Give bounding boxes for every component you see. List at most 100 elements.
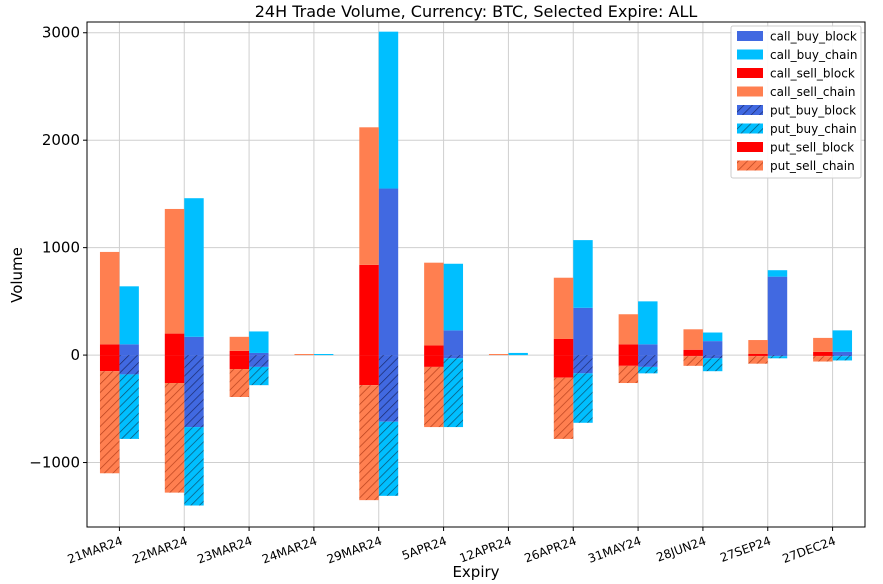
bar-call-buy-chain (767, 270, 788, 277)
bar-put-buy-block (378, 355, 399, 422)
bar-call-sell-chain (683, 329, 703, 350)
bar-put-buy-chain (443, 358, 464, 428)
x-tick-label: 22MAR24 (130, 534, 189, 567)
bar-call-buy-block (119, 344, 139, 356)
bar-put-buy-chain (184, 427, 204, 506)
bar-put-buy-chain (702, 358, 723, 372)
bar-call-sell-chain (164, 208, 185, 334)
bar-call-buy-chain (443, 263, 464, 331)
bar-put-sell-block (229, 355, 250, 370)
plot-frame (86, 21, 866, 528)
bar-call-buy-chain (638, 301, 658, 345)
bar-put-sell-chain (359, 385, 379, 501)
bar-call-buy-chain (313, 354, 334, 356)
legend-label-put-buy-chain: put_buy_chain (770, 122, 857, 136)
bar-put-sell-chain (748, 356, 768, 364)
bar-put-buy-block (832, 355, 853, 357)
bar-call-buy-chain (832, 330, 853, 352)
bar-call-sell-chain (294, 354, 314, 356)
bar-call-sell-chain (618, 314, 639, 345)
y-tick-label: 2000 (42, 131, 80, 149)
bar-call-buy-chain (184, 198, 204, 337)
bar-call-sell-block (424, 345, 444, 356)
bar-put-sell-chain (99, 371, 120, 474)
bar-put-buy-chain (249, 366, 269, 386)
bar-put-buy-block (443, 355, 464, 359)
bar-call-buy-block (378, 188, 399, 356)
bar-call-buy-chain (378, 31, 399, 189)
y-tick-label: −1000 (29, 454, 80, 472)
bar-put-sell-block (164, 355, 185, 384)
x-tick-label: 27DEC24 (780, 534, 837, 566)
x-axis-label: Expiry (452, 563, 499, 581)
x-tick-label: 29MAR24 (325, 534, 384, 567)
legend-label-call-buy-block: call_buy_block (770, 30, 857, 44)
bar-call-sell-block (359, 264, 379, 356)
bar-put-sell-block (748, 355, 768, 357)
bar-put-buy-chain (378, 421, 399, 496)
y-tick-label: 1000 (42, 239, 80, 257)
bar-put-sell-block (618, 355, 639, 366)
bar-call-sell-block (618, 344, 639, 356)
bar-put-sell-chain (164, 383, 185, 493)
bar-call-sell-block (748, 354, 768, 356)
bar-call-buy-block (249, 352, 269, 356)
legend-items: call_buy_block call_buy_chain call_sell_bl… (737, 30, 857, 173)
legend-swatch-call-buy-chain (737, 49, 763, 60)
x-tick-label: 5APR24 (400, 534, 449, 563)
bar-put-buy-chain (638, 366, 658, 374)
bar-put-sell-block (359, 355, 379, 386)
legend-swatch-put-buy-chain (737, 123, 763, 134)
bar-put-sell-block (683, 355, 703, 357)
bar-call-buy-block (443, 330, 464, 356)
bar-put-buy-chain (832, 356, 853, 361)
x-tick-label: 31MAY24 (586, 534, 643, 566)
bar-put-buy-chain (119, 374, 139, 439)
legend-box (730, 25, 862, 179)
bar-call-sell-chain (553, 277, 574, 339)
bar-put-buy-block (249, 355, 269, 367)
bar-put-sell-chain (553, 377, 574, 439)
bar-call-buy-block (832, 351, 853, 356)
bar-call-buy-chain (249, 331, 269, 353)
bar-call-buy-chain (573, 240, 593, 308)
x-tick-label: 26APR24 (522, 534, 578, 566)
bar-call-buy-block (767, 276, 788, 356)
bar-put-buy-block (119, 355, 139, 375)
bar-put-buy-block (702, 355, 723, 359)
legend-label-call-sell-chain: call_sell_chain (770, 85, 855, 99)
bar-call-sell-block (683, 349, 703, 356)
legend-label-put-sell-block: put_sell_block (770, 141, 854, 155)
legend-swatch-call-buy-block (737, 31, 763, 41)
bar-call-sell-chain (813, 337, 833, 352)
bar-put-sell-chain (229, 369, 250, 397)
legend-swatch-call-sell-chain (737, 86, 763, 97)
y-tick-label: 0 (70, 346, 80, 364)
bar-call-buy-block (702, 341, 723, 356)
bar-call-sell-block (813, 351, 833, 356)
x-tick-label: 23MAR24 (195, 534, 254, 567)
bar-call-buy-block (638, 344, 658, 356)
legend-swatch-call-sell-block (737, 68, 763, 78)
x-tick-label: 21MAR24 (66, 534, 125, 567)
y-axis-label: Volume (8, 247, 26, 303)
x-tick-label: 27SEP24 (718, 534, 773, 565)
chart-title: 24H Trade Volume, Currency: BTC, Selecte… (255, 2, 698, 21)
bar-put-buy-block (638, 355, 658, 367)
bar-put-buy-block (184, 355, 204, 428)
bar-call-sell-block (553, 338, 574, 356)
bar-call-buy-chain (508, 352, 528, 356)
legend-swatch-put-sell-block (737, 142, 763, 152)
y-tick-label: 3000 (42, 24, 80, 42)
bar-put-sell-chain (813, 356, 833, 362)
bar-put-sell-chain (618, 365, 639, 384)
bar-call-sell-block (99, 344, 120, 356)
bar-call-sell-chain (229, 336, 250, 351)
bar-put-sell-block (553, 355, 574, 378)
bar-put-sell-block (813, 355, 833, 357)
bars (99, 31, 853, 506)
legend-swatch-put-sell-chain (737, 160, 763, 171)
bar-call-buy-chain (119, 286, 139, 345)
legend-label-call-buy-chain: call_buy_chain (770, 48, 857, 62)
